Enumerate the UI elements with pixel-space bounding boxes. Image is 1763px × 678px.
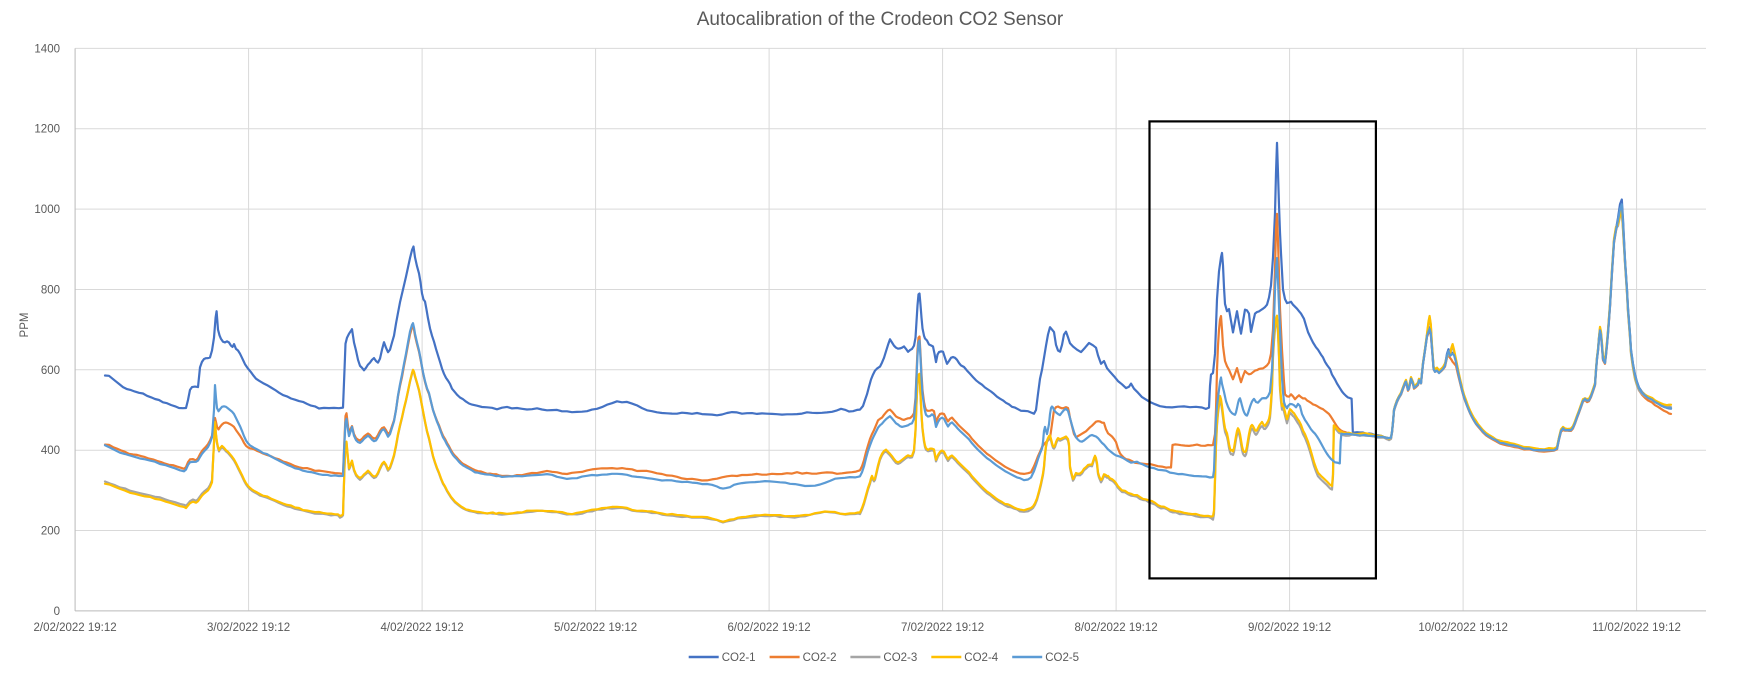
svg-text:800: 800	[41, 285, 60, 297]
svg-text:1200: 1200	[34, 124, 60, 136]
svg-text:CO2-1: CO2-1	[722, 652, 756, 664]
svg-text:6/02/2022 19:12: 6/02/2022 19:12	[728, 622, 811, 634]
svg-text:CO2-2: CO2-2	[803, 652, 837, 664]
svg-text:5/02/2022 19:12: 5/02/2022 19:12	[554, 622, 637, 634]
svg-text:2/02/2022 19:12: 2/02/2022 19:12	[34, 622, 117, 634]
svg-text:0: 0	[54, 606, 60, 618]
svg-text:4/02/2022 19:12: 4/02/2022 19:12	[381, 622, 464, 634]
svg-text:PPM: PPM	[19, 313, 31, 338]
svg-text:11/02/2022 19:12: 11/02/2022 19:12	[1592, 622, 1681, 634]
svg-text:400: 400	[41, 445, 60, 457]
svg-text:600: 600	[41, 365, 60, 377]
svg-text:3/02/2022 19:12: 3/02/2022 19:12	[207, 622, 290, 634]
svg-text:7/02/2022 19:12: 7/02/2022 19:12	[901, 622, 984, 634]
svg-text:8/02/2022 19:12: 8/02/2022 19:12	[1075, 622, 1158, 634]
svg-text:200: 200	[41, 526, 60, 538]
svg-text:Autocalibration of the Crodeon: Autocalibration of the Crodeon CO2 Senso…	[697, 9, 1064, 30]
svg-text:CO2-5: CO2-5	[1045, 652, 1079, 664]
svg-text:1400: 1400	[34, 43, 60, 55]
svg-text:CO2-3: CO2-3	[883, 652, 917, 664]
svg-text:9/02/2022 19:12: 9/02/2022 19:12	[1248, 622, 1331, 634]
svg-text:10/02/2022 19:12: 10/02/2022 19:12	[1418, 622, 1508, 634]
svg-text:CO2-4: CO2-4	[964, 652, 998, 664]
svg-text:1000: 1000	[34, 204, 60, 216]
